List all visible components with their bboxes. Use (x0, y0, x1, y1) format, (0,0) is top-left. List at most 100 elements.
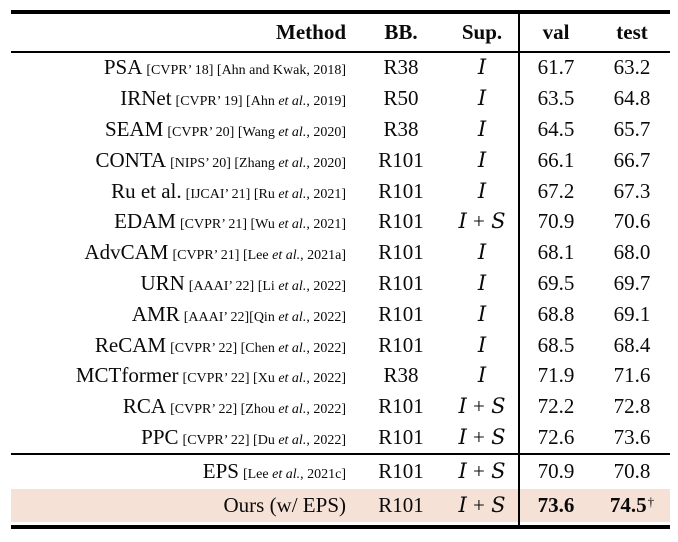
method-cell: SEAM [CVPR’ 20] [Wang et al., 2020] (11, 119, 356, 140)
test-score-cell: 63.2 (613, 55, 651, 80)
method-name: IRNet (120, 86, 172, 111)
val-score-cell: 64.5 (537, 117, 575, 142)
bottom-rule (11, 524, 670, 529)
et-al: et al. (278, 186, 307, 202)
method-cell: Ru et al. [IJCAI’ 21] [Ru et al., 2021] (11, 178, 356, 203)
supervision-cell: I + S (458, 209, 506, 234)
mathcal-s-symbol: S (491, 394, 506, 419)
backbone-cell: R101 (378, 492, 424, 517)
method-name: Ru et al. (111, 178, 182, 203)
section-separator-rule (11, 452, 670, 455)
supervision-cell: I + S (458, 394, 506, 419)
test-score-cell: 64.8 (613, 86, 651, 111)
method-cell: ReCAM [CVPR’ 22] [Chen et al., 2022] (11, 334, 356, 356)
backbone-cell: R101 (378, 332, 424, 357)
mathcal-i-symbol: I (477, 117, 487, 142)
mathcal-i-symbol: I (477, 240, 487, 265)
backbone-cell: R38 (383, 363, 419, 388)
method-cell: PSA [CVPR’ 18] [Ahn and Kwak, 2018] (11, 57, 356, 78)
supervision-cell: I (446, 88, 518, 109)
backbone-cell: R38 (383, 55, 419, 80)
supervision-cell: I (446, 273, 518, 294)
mathcal-i-symbol: I (477, 178, 487, 203)
supervision-cell: I + S (458, 425, 506, 450)
mathcal-i-symbol: I (458, 425, 467, 450)
dagger-mark: † (647, 493, 655, 509)
method-name: Ours (w/ EPS) (223, 492, 346, 517)
test-score-cell: 68.0 (613, 240, 651, 265)
column-divider-line (518, 13, 520, 528)
val-score-cell: 66.1 (537, 147, 575, 172)
citation: [CVPR’ 22] [Du et al., 2022] (182, 433, 346, 449)
citation: [IJCAI’ 21] [Ru et al., 2021] (185, 186, 346, 202)
method-name: EPS (202, 459, 239, 484)
val-score-cell: 71.9 (537, 363, 575, 388)
backbone-cell: R101 (378, 147, 424, 172)
mathcal-i-symbol: I (458, 394, 467, 419)
val-score-cell: 68.5 (537, 332, 575, 357)
method-name: CONTA (95, 147, 167, 172)
method-name: PSA (103, 55, 143, 80)
table-row: SEAM [CVPR’ 20] [Wang et al., 2020] R38 I 64… (11, 114, 670, 145)
backbone-cell: R101 (378, 209, 424, 234)
mathcal-i-symbol: I (458, 209, 467, 234)
table-row: AdvCAM [CVPR’ 21] [Lee et al., 2021a] R101… (11, 237, 670, 268)
method-name: URN (140, 271, 185, 296)
et-al: et al. (278, 371, 307, 387)
et-al: et al. (278, 279, 307, 295)
mathcal-s-symbol: S (491, 425, 506, 450)
header-rule (11, 51, 670, 53)
mathcal-i-symbol: I (477, 363, 487, 388)
method-cell: EDAM [CVPR’ 21] [Wu et al., 2021] (11, 211, 356, 232)
et-al: et al. (278, 340, 307, 356)
et-al: et al. (278, 155, 307, 171)
backbone-cell: R101 (378, 178, 424, 203)
supervision-cell: I + S (458, 492, 506, 517)
mathcal-i-symbol: I (477, 55, 487, 80)
results-table: Method BB. Sup. val test PSA [CVPR’ 18] [… (11, 10, 670, 529)
backbone-cell: R50 (383, 86, 419, 111)
val-score-cell: 69.5 (537, 271, 575, 296)
table-body-baseline-and-ours: EPS [Lee et al., 2021c] R101 I + S 70.9 70.8 O… (11, 455, 670, 522)
test-score-cell: 69.7 (613, 271, 651, 296)
val-score-cell: 70.9 (537, 459, 575, 484)
table-row: PPC [CVPR’ 22] [Du et al., 2022] R101 I + S… (11, 422, 670, 453)
et-al: et al. (272, 248, 301, 264)
test-score-cell: 73.6 (613, 425, 651, 450)
val-score-cell: 68.1 (537, 240, 575, 265)
header-val: val (542, 20, 570, 44)
table-row: AMR [AAAI’ 22][Qin et al., 2022] R101 I 68.8… (11, 299, 670, 330)
test-score-cell: 72.8 (613, 394, 651, 419)
table-row: CONTA [NIPS’ 20] [Zhang et al., 2020] R101… (11, 145, 670, 176)
citation: [CVPR’ 20] [Wang et al., 2020] (167, 125, 346, 141)
backbone-cell: R101 (378, 394, 424, 419)
method-name: PPC (141, 425, 179, 450)
citation: [CVPR’ 22] [Xu et al., 2022] (182, 371, 346, 387)
method-cell: IRNet [CVPR’ 19] [Ahn et al., 2019] (11, 88, 356, 109)
method-cell: AMR [AAAI’ 22][Qin et al., 2022] (11, 303, 356, 325)
method-cell: Ours (w/ EPS) (11, 492, 356, 517)
val-score-cell: 68.8 (537, 301, 575, 326)
method-cell: CONTA [NIPS’ 20] [Zhang et al., 2020] (11, 147, 356, 172)
et-al: et al. (278, 402, 307, 418)
val-score-cell: 70.9 (537, 209, 575, 234)
table-row: MCTformer [CVPR’ 22] [Xu et al., 2022] R38… (11, 361, 670, 392)
backbone-cell: R101 (378, 459, 424, 484)
table-body-prior-methods: PSA [CVPR’ 18] [Ahn and Kwak, 2018] R38 I 61… (11, 53, 670, 453)
supervision-cell: I + S (458, 459, 506, 484)
citation: [CVPR’ 21] [Lee et al., 2021a] (172, 248, 346, 264)
header-backbone: BB. (384, 20, 418, 44)
header-supervision: Sup. (461, 20, 503, 44)
backbone-cell: R101 (378, 271, 424, 296)
citation: [CVPR’ 22] [Chen et al., 2022] (170, 340, 346, 356)
et-al: et al. (272, 467, 301, 483)
mathcal-i-symbol: I (477, 301, 487, 326)
mathcal-s-symbol: S (491, 492, 506, 517)
test-score-cell: 74.5† (609, 492, 655, 517)
citation: [AAAI’ 22][Qin et al., 2022] (183, 309, 346, 325)
citation: [CVPR’ 18] [Ahn and Kwak, 2018] (146, 63, 346, 79)
method-name: AdvCAM (84, 240, 169, 265)
et-al: et al. (278, 125, 307, 141)
table-header-row: Method BB. Sup. val test (11, 14, 670, 51)
table-row-ours: Ours (w/ EPS) R101 I + S 73.6 74.5† (11, 488, 670, 522)
